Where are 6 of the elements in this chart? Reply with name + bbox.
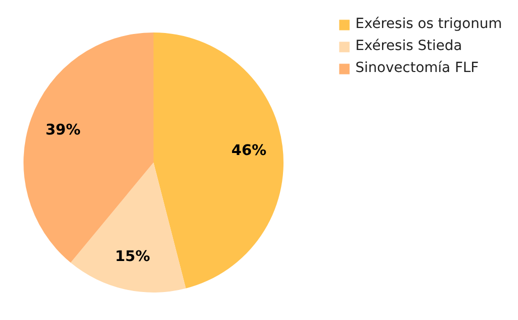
legend-label: Exéresis Stieda (355, 38, 462, 54)
data-label: 15% (114, 248, 150, 265)
legend-label: Exéresis os trigonum (355, 16, 502, 32)
legend-label: Sinovectomía FLF (355, 60, 479, 76)
data-label: 46% (231, 142, 267, 159)
data-label: 39% (45, 121, 81, 138)
